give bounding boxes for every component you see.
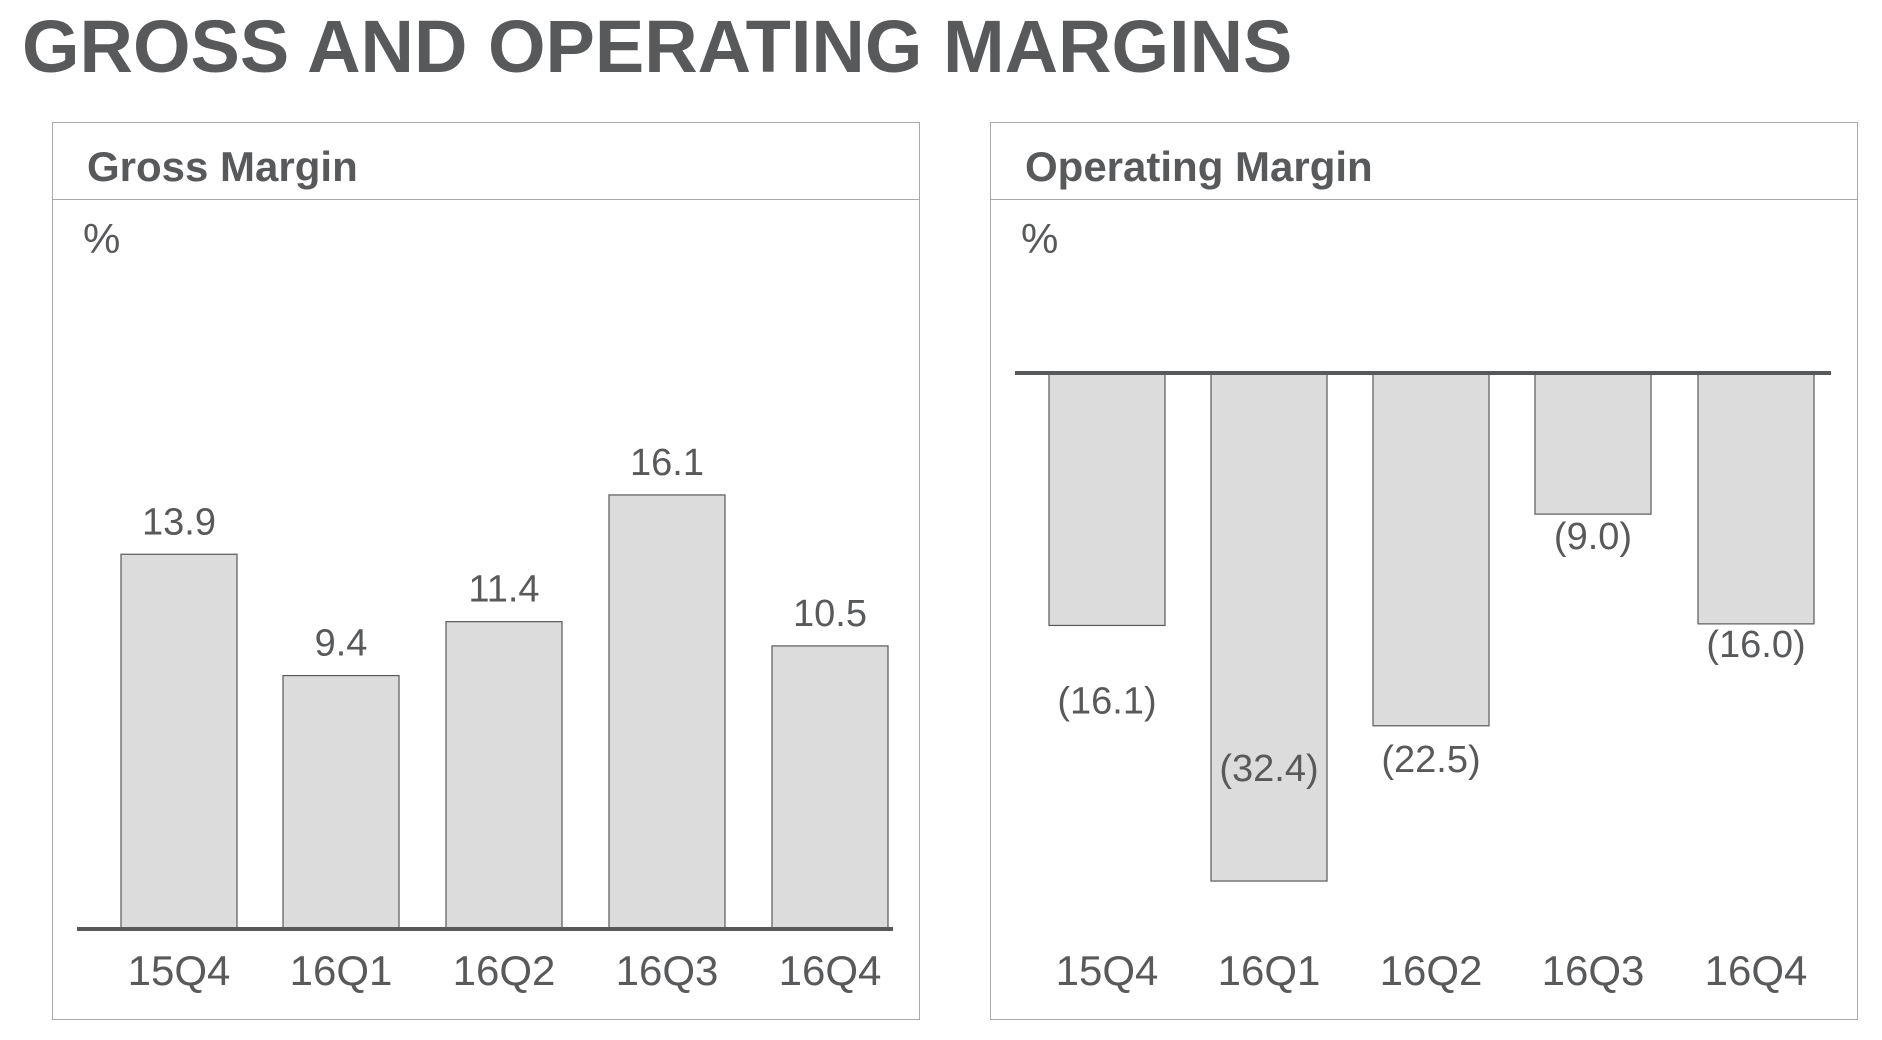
gross-margin-value-label: 11.4 [468, 569, 539, 611]
operating-margin-unit-label: % [1021, 215, 1059, 262]
operating-margin-bar [1210, 372, 1328, 882]
gross-margin-tick-label: 16Q3 [616, 947, 719, 994]
gross-margin-chart: 13.9 15Q4 9.4 16Q1 11.4 16Q2 16.1 16Q3 10.5 16Q4 [77, 442, 893, 994]
operating-margin-tick-label: 16Q2 [1380, 947, 1483, 994]
operating-margin-bar [1697, 372, 1815, 625]
gross-margin-unit-label: % [83, 215, 121, 262]
operating-margin-panel: Operating Margin % (16.1) 15Q4 (32.4) 16Q1(… [990, 122, 1858, 1020]
operating-margin-tick-label: 16Q4 [1705, 947, 1808, 994]
operating-margin-bar [1048, 372, 1166, 627]
gross-margin-tick-label: 16Q1 [290, 947, 393, 994]
operating-margin-tick-label: 16Q3 [1542, 947, 1645, 994]
operating-margin-value-label: (16.1) [1057, 680, 1156, 722]
gross-margin-bar [445, 621, 563, 930]
operating-margin-header: Operating Margin [991, 123, 1857, 200]
gross-margin-bar [771, 645, 889, 930]
operating-margin-bar [1372, 372, 1490, 727]
gross-margin-tick-label: 15Q4 [128, 947, 231, 994]
gross-margin-value-label: 13.9 [142, 501, 216, 543]
gross-margin-value-label: 9.4 [315, 623, 368, 665]
gross-margin-value-label: 16.1 [630, 442, 704, 484]
gross-margin-header: Gross Margin [53, 123, 919, 200]
operating-margin-value-label: (22.5) [1381, 739, 1480, 781]
gross-margin-tick-label: 16Q2 [453, 947, 556, 994]
gross-margin-title: Gross Margin [87, 143, 358, 190]
page-title: GROSS AND OPERATING MARGINS [22, 5, 1293, 88]
operating-margin-tick-label: 16Q1 [1218, 947, 1321, 994]
operating-margin-value-label: (32.4) [1219, 748, 1318, 790]
gross-margin-bar [282, 674, 400, 930]
gross-margin-value-label: 10.5 [793, 593, 867, 635]
operating-margin-title: Operating Margin [1025, 143, 1373, 190]
gross-margin-panel: Gross Margin % 13.9 15Q4 9.4 16Q1 11.4 16Q2 16… [52, 122, 920, 1020]
operating-margin-bar [1534, 372, 1652, 515]
operating-margin-value-label: (16.0) [1706, 624, 1805, 666]
operating-margin-value-label: (9.0) [1554, 516, 1632, 558]
gross-margin-bar [120, 553, 238, 930]
operating-margin-tick-label: 15Q4 [1056, 947, 1159, 994]
gross-margin-tick-label: 16Q4 [779, 947, 882, 994]
gross-margin-bar [608, 494, 726, 930]
operating-margin-chart: (16.1) 15Q4 (32.4) 16Q1 (22.5) 16Q2 (9.0) 16Q3 (… [1015, 371, 1831, 994]
